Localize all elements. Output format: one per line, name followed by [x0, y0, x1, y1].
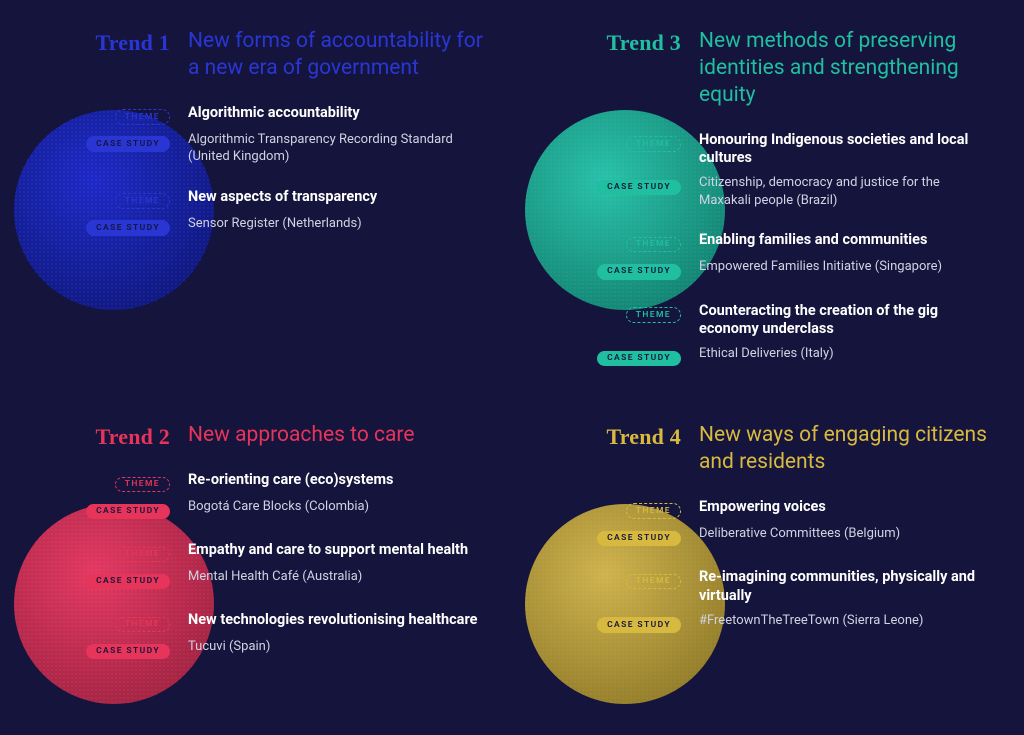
case-study-pill: CASE STUDY	[86, 504, 170, 520]
theme-title: Counteracting the creation of the gig ec…	[699, 302, 994, 340]
theme-pill: THEME	[115, 547, 170, 563]
case-study-pill: CASE STUDY	[597, 351, 681, 367]
theme-title: Algorithmic accountability	[188, 104, 360, 123]
trend-label-4: Trend 4	[535, 424, 681, 450]
case-study-text: Ethical Deliveries (Italy)	[699, 345, 834, 363]
case-study-pill: CASE STUDY	[597, 617, 681, 633]
theme-pill: THEME	[626, 574, 681, 590]
trend-card-3: Trend 3 New methods of preserving identi…	[535, 28, 994, 372]
trend-title-1: New forms of accountability for a new er…	[188, 28, 483, 82]
theme-pill: THEME	[115, 193, 170, 209]
theme-block: THEME New aspects of transparency CASE S…	[24, 188, 483, 242]
theme-block: THEME Re-imagining communities, physical…	[535, 568, 994, 639]
case-study-pill: CASE STUDY	[86, 644, 170, 660]
theme-block: THEME Algorithmic accountability CASE ST…	[24, 104, 483, 172]
theme-pill: THEME	[626, 237, 681, 253]
theme-block: THEME Honouring Indigenous societies and…	[535, 131, 994, 216]
case-study-text: Empowered Families Initiative (Singapore…	[699, 258, 942, 276]
case-study-text: Deliberative Committees (Belgium)	[699, 525, 900, 543]
trend-title-2: New approaches to care	[188, 422, 483, 449]
trend-title-3: New methods of preserving identities and…	[699, 28, 994, 109]
case-study-text: Tucuvi (Spain)	[188, 638, 270, 656]
theme-title: New technologies revolutionising healthc…	[188, 611, 477, 630]
case-study-text: Citizenship, democracy and justice for t…	[699, 174, 994, 209]
case-study-text: Bogotá Care Blocks (Colombia)	[188, 498, 369, 516]
theme-title: Empowering voices	[699, 498, 826, 517]
trends-grid: Trend 1 New forms of accountability for …	[0, 0, 1024, 735]
case-study-pill: CASE STUDY	[86, 574, 170, 590]
case-study-text: Sensor Register (Netherlands)	[188, 215, 362, 233]
theme-title: Re-orienting care (eco)systems	[188, 471, 393, 490]
theme-title: Honouring Indigenous societies and local…	[699, 131, 994, 169]
trend-title-4: New ways of engaging citizens and reside…	[699, 422, 994, 476]
theme-pill: THEME	[626, 307, 681, 323]
theme-title: New aspects of transparency	[188, 188, 377, 207]
theme-title: Empathy and care to support mental healt…	[188, 541, 468, 560]
theme-block: THEME New technologies revolutionising h…	[24, 611, 483, 665]
trend-label-1: Trend 1	[24, 30, 170, 56]
case-study-pill: CASE STUDY	[597, 264, 681, 280]
trend-label-2: Trend 2	[24, 424, 170, 450]
theme-title: Re-imagining communities, physically and…	[699, 568, 994, 606]
theme-title: Enabling families and communities	[699, 231, 927, 250]
theme-pill: THEME	[115, 617, 170, 633]
case-study-pill: CASE STUDY	[597, 180, 681, 196]
case-study-pill: CASE STUDY	[86, 220, 170, 236]
trend-card-1: Trend 1 New forms of accountability for …	[24, 28, 483, 372]
case-study-pill: CASE STUDY	[86, 136, 170, 152]
theme-block: THEME Empathy and care to support mental…	[24, 541, 483, 595]
theme-pill: THEME	[626, 503, 681, 519]
theme-block: THEME Counteracting the creation of the …	[535, 302, 994, 373]
trend-card-2: Trend 2 New approaches to care THEME Re-…	[24, 422, 483, 705]
case-study-text: Algorithmic Transparency Recording Stand…	[188, 131, 483, 166]
theme-pill: THEME	[115, 477, 170, 493]
case-study-text: Mental Health Café (Australia)	[188, 568, 362, 586]
theme-block: THEME Enabling families and communities …	[535, 231, 994, 285]
case-study-pill: CASE STUDY	[597, 531, 681, 547]
trend-card-4: Trend 4 New ways of engaging citizens an…	[535, 422, 994, 705]
case-study-text: #FreetownTheTreeTown (Sierra Leone)	[699, 612, 923, 630]
theme-block: THEME Re-orienting care (eco)systems CAS…	[24, 471, 483, 525]
theme-block: THEME Empowering voices CASE STUDY Delib…	[535, 498, 994, 552]
trend-label-3: Trend 3	[535, 30, 681, 56]
theme-pill: THEME	[115, 109, 170, 125]
theme-pill: THEME	[626, 136, 681, 152]
